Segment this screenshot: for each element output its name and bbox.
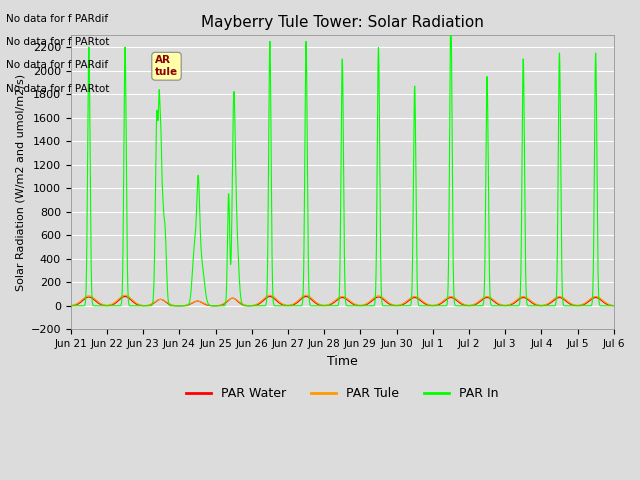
Y-axis label: Solar Radiation (W/m2 and umol/m2/s): Solar Radiation (W/m2 and umol/m2/s) [15, 74, 25, 291]
Text: No data for f PARdif: No data for f PARdif [6, 60, 109, 71]
Text: AR
tule: AR tule [155, 55, 178, 77]
Title: Mayberry Tule Tower: Solar Radiation: Mayberry Tule Tower: Solar Radiation [201, 15, 484, 30]
Text: No data for f PARdif: No data for f PARdif [6, 14, 109, 24]
Text: No data for f PARtot: No data for f PARtot [6, 84, 110, 94]
X-axis label: Time: Time [327, 355, 358, 368]
Text: No data for f PARtot: No data for f PARtot [6, 37, 110, 48]
Legend: PAR Water, PAR Tule, PAR In: PAR Water, PAR Tule, PAR In [181, 383, 504, 406]
